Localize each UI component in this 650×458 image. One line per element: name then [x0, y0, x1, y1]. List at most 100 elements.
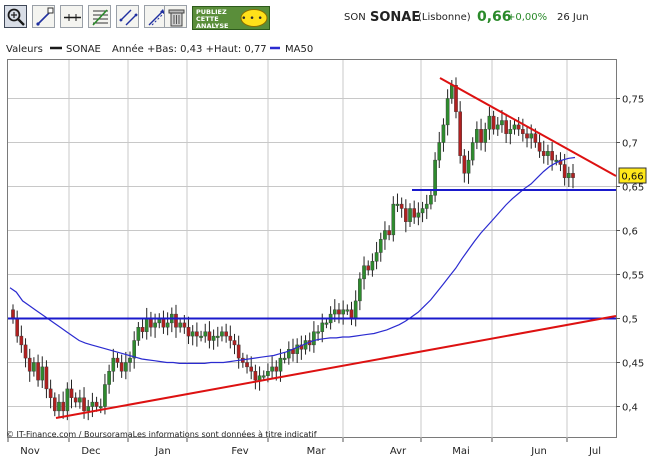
- candle-body: [429, 195, 433, 205]
- legend-symbol: SONAE: [66, 44, 101, 55]
- candle-body: [207, 331, 212, 341]
- candle-body: [312, 331, 316, 346]
- candle-body: [261, 375, 266, 378]
- candle-body: [103, 384, 107, 407]
- falling-trendline: [439, 77, 617, 177]
- price-badge-text: 0,66: [621, 172, 643, 183]
- candle-body: [52, 397, 57, 412]
- trash-icon: [168, 9, 185, 27]
- candle-body: [541, 151, 546, 156]
- candle-body: [23, 344, 28, 359]
- candle-body: [78, 397, 82, 403]
- legend-ma-label: MA50: [285, 44, 313, 55]
- candle-body: [458, 111, 462, 156]
- candle-body: [332, 309, 337, 315]
- candle-body: [537, 142, 542, 152]
- stock-name: SONAE: [370, 10, 421, 25]
- candle-body: [94, 401, 99, 407]
- candle-body: [475, 129, 479, 143]
- legend-values-label: Valeurs: [6, 44, 43, 55]
- x-tick-label: Mai: [452, 446, 470, 457]
- y-tick-label: 0,45: [622, 359, 644, 370]
- candle-body: [90, 401, 95, 407]
- y-tick-label: 0,5: [622, 315, 638, 326]
- candle-body: [266, 371, 270, 376]
- pen-line-icon: [36, 7, 54, 26]
- last-price: 0,66: [477, 9, 512, 25]
- candle-body: [337, 309, 341, 315]
- candle-body: [40, 366, 45, 381]
- candle-body: [470, 142, 475, 161]
- ticker-code: SON: [344, 12, 366, 23]
- candle-body: [203, 331, 208, 337]
- candle-body: [73, 397, 78, 403]
- x-tick-label: Avr: [390, 446, 407, 457]
- candle-body: [324, 322, 329, 325]
- zoom-tool-button[interactable]: [4, 5, 27, 28]
- candle-body: [295, 344, 299, 354]
- horizontal-line-icon: [64, 14, 81, 21]
- candle-body: [136, 327, 141, 341]
- x-tick-label: Nov: [20, 446, 40, 457]
- price-change: +0,00%: [507, 12, 548, 23]
- candle-body: [11, 309, 15, 319]
- candle-body: [32, 362, 36, 372]
- candle-body: [199, 335, 203, 338]
- zoom-icon: [7, 8, 25, 26]
- toolbar: • • • PUBLIEZ CETTE ANALYSE SON SONAE (L…: [0, 0, 650, 38]
- publish-analysis-button[interactable]: • • • PUBLIEZ CETTE ANALYSE: [192, 6, 270, 30]
- candle-body: [236, 344, 241, 359]
- candle-body: [153, 322, 157, 328]
- candle-body: [491, 115, 496, 130]
- candle-body: [195, 331, 199, 337]
- candle-body: [186, 327, 191, 337]
- candle-body: [274, 366, 279, 372]
- parallel-lines-icon: [119, 9, 138, 26]
- candle-body: [404, 208, 408, 222]
- candle-body: [374, 252, 379, 262]
- candle-body: [408, 208, 412, 222]
- candle-body: [299, 344, 304, 350]
- delete-button[interactable]: [164, 5, 187, 28]
- candle-body: [395, 203, 400, 206]
- candle-body: [483, 129, 488, 143]
- x-tick-label: Fev: [231, 446, 248, 457]
- parallel-lines-tool-button[interactable]: [116, 5, 139, 28]
- y-tick-label: 0,75: [622, 95, 644, 106]
- candle-body: [353, 300, 358, 319]
- candle-body: [466, 159, 471, 174]
- candle-body: [98, 406, 103, 409]
- candle-body: [546, 151, 550, 156]
- candle-body: [270, 366, 274, 372]
- quote-date: 26 Jun: [557, 12, 589, 23]
- candle-body: [178, 322, 182, 328]
- candle-body: [278, 357, 283, 372]
- candle-body: [370, 261, 375, 271]
- candle-body: [558, 159, 563, 165]
- ma50-curve: [9, 156, 576, 364]
- candle-body: [362, 265, 366, 280]
- promo-line-2: CETTE: [196, 15, 219, 23]
- horizontal-line-tool-button[interactable]: [60, 5, 83, 28]
- trend-overlays: [8, 77, 617, 419]
- candle-body: [124, 362, 128, 372]
- candle-body: [454, 85, 458, 112]
- fibonacci-tool-button[interactable]: [88, 5, 111, 28]
- speech-bubble-icon: [240, 9, 268, 27]
- candle-body: [316, 331, 320, 334]
- legend-range-info: Année +Bas: 0,43 +Haut: 0,77: [112, 43, 267, 55]
- candle-body: [533, 133, 538, 143]
- candle-body: [320, 322, 325, 332]
- price-chart[interactable]: Valeurs SONAE Année +Bas: 0,43 +Haut: 0,…: [0, 38, 650, 458]
- copyright-footer: © IT-Finance.com / BoursoramaLes informa…: [6, 429, 317, 439]
- candle-body: [245, 362, 249, 368]
- pen-line-tool-button[interactable]: [32, 5, 55, 28]
- candle-body: [82, 397, 86, 412]
- candle-body: [149, 318, 153, 328]
- candle-body: [441, 124, 446, 143]
- candle-body: [387, 230, 391, 236]
- x-tick-label: Mar: [307, 446, 327, 457]
- rising-trendline: [55, 315, 617, 419]
- candle-body: [253, 371, 258, 381]
- candle-body: [378, 239, 383, 253]
